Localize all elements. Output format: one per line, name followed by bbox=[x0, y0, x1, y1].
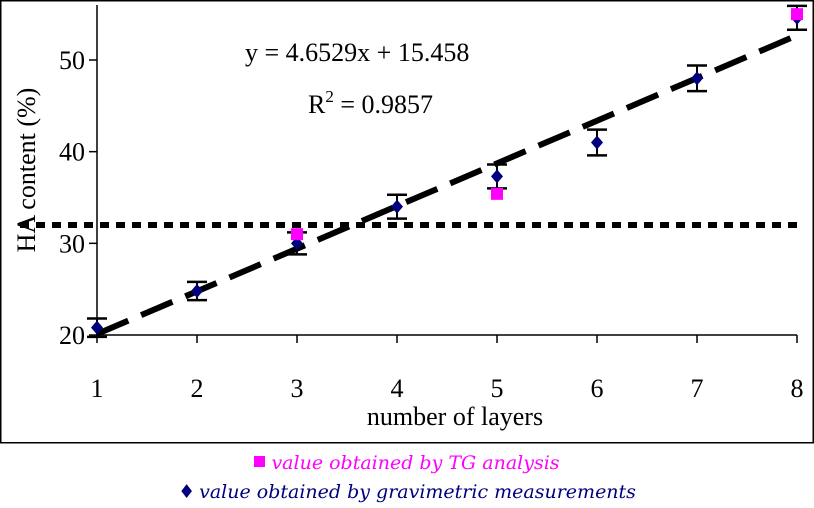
labels: 20 30 40 50 1 2 3 4 5 6 7 8 number of layers HA conte… bbox=[12, 38, 804, 431]
x-tick-label: 7 bbox=[691, 374, 704, 403]
legend-entry-gravimetric: ♦ value obtained by gravimetric measureme… bbox=[0, 480, 814, 504]
chart: 20 30 40 50 1 2 3 4 5 6 7 8 number of layers HA conte… bbox=[0, 0, 814, 444]
x-tick-label: 2 bbox=[191, 374, 204, 403]
lines bbox=[20, 30, 804, 337]
gravimetric-point bbox=[191, 284, 203, 298]
y-tick-label: 50 bbox=[59, 46, 85, 75]
legend-entry-tg: value obtained by TG analysis bbox=[0, 451, 814, 475]
x-tick-label: 3 bbox=[291, 374, 304, 403]
legend-label-gravimetric: value obtained by gravimetric measuremen… bbox=[199, 481, 636, 503]
x-tick-label: 1 bbox=[91, 374, 104, 403]
trendline-equation: y = 4.6529x + 15.458 bbox=[245, 38, 469, 67]
tg-point bbox=[491, 187, 503, 200]
legend-label-tg: value obtained by TG analysis bbox=[271, 452, 560, 474]
plot-frame bbox=[0, 0, 814, 444]
gravimetric-point bbox=[691, 71, 703, 86]
r-squared: R2 = 0.9857 bbox=[308, 87, 433, 119]
y-tick-label: 30 bbox=[59, 229, 85, 258]
x-tick-label: 6 bbox=[591, 374, 604, 403]
tg-point bbox=[791, 8, 803, 21]
axes bbox=[89, 5, 798, 343]
gravimetric-point bbox=[491, 169, 503, 184]
y-axis-title: HA content (%) bbox=[12, 88, 41, 253]
gravimetric-point bbox=[91, 320, 103, 335]
x-tick-label: 4 bbox=[391, 374, 404, 403]
tg-point bbox=[291, 228, 303, 241]
x-axis-title: number of layers bbox=[367, 402, 543, 431]
trend-line bbox=[95, 30, 804, 337]
x-tick-label: 8 bbox=[791, 374, 804, 403]
marks bbox=[87, 4, 807, 339]
y-tick-label: 20 bbox=[59, 321, 85, 350]
diamond-marker-icon: ♦ bbox=[178, 481, 196, 503]
gravimetric-point bbox=[391, 199, 403, 214]
y-tick-label: 40 bbox=[59, 138, 85, 167]
gravimetric-point bbox=[591, 135, 603, 150]
x-tick-label: 5 bbox=[491, 374, 504, 403]
square-marker-icon bbox=[254, 456, 266, 467]
